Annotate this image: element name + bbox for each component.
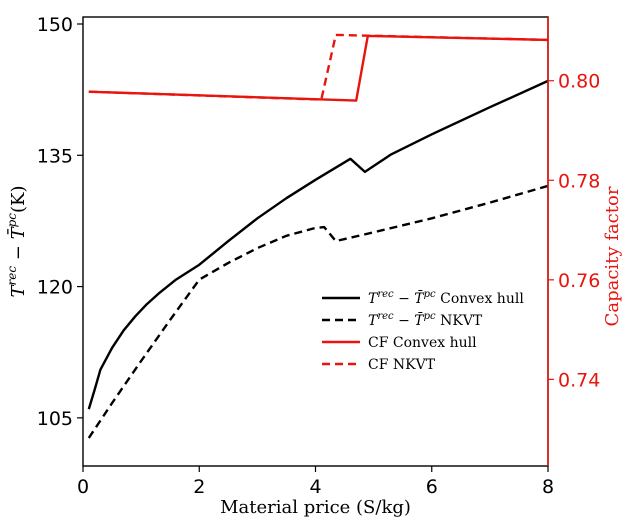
series-line-0 — [87, 79, 549, 410]
x-axis-label: Material price (S/kg) — [220, 497, 411, 517]
y-left-axis-label: Trec − T̄pc(K) — [5, 185, 29, 297]
legend: Trec − T̄pc Convex hull Trec − T̄pc NKVT C… — [322, 289, 524, 373]
plot-lines — [87, 33, 549, 439]
y-left-tick-label: 150 — [37, 14, 73, 36]
y-left-label-unit: (K) — [8, 185, 29, 213]
series-line-2 — [88, 34, 549, 102]
x-tick-label: 8 — [542, 476, 554, 498]
x-axis: 0 2 4 6 8 — [77, 466, 554, 498]
y-left-tick-label: 120 — [37, 277, 73, 299]
series-line-3 — [88, 33, 549, 101]
y-left-label-bar: T̄ — [6, 225, 29, 239]
legend-label: CF NKVT — [368, 357, 436, 373]
legend-label: CF Convex hull — [368, 335, 477, 351]
x-tick-label: 2 — [193, 476, 205, 498]
y-right-tick-label: 0.76 — [558, 270, 600, 292]
y-left-tick-label: 135 — [37, 145, 73, 167]
y-right-tick-label: 0.80 — [558, 71, 600, 93]
legend-label: Trec − T̄pc NKVT — [368, 311, 483, 329]
y-left-label-mid: − — [8, 239, 29, 266]
y-left-label-sup1: rec — [5, 266, 19, 286]
y-left-tick-label: 105 — [37, 408, 73, 430]
x-tick-label: 0 — [77, 476, 89, 498]
y-right-tick-label: 0.74 — [558, 369, 600, 391]
y-left-label-main: T — [8, 284, 29, 298]
y-left-axis: 105 120 135 150 — [37, 14, 83, 430]
y-right-axis-label: Capacity factor — [602, 186, 623, 326]
x-tick-label: 6 — [426, 476, 438, 498]
y-left-label-sup2: pc — [5, 213, 19, 228]
y-right-tick-label: 0.78 — [558, 170, 600, 192]
plot-frame — [82, 16, 549, 467]
x-tick-label: 4 — [309, 476, 321, 498]
legend-label: Trec − T̄pc Convex hull — [368, 289, 524, 307]
series-line-1 — [87, 184, 549, 439]
y-right-axis: 0.74 0.76 0.78 0.80 — [547, 17, 600, 466]
